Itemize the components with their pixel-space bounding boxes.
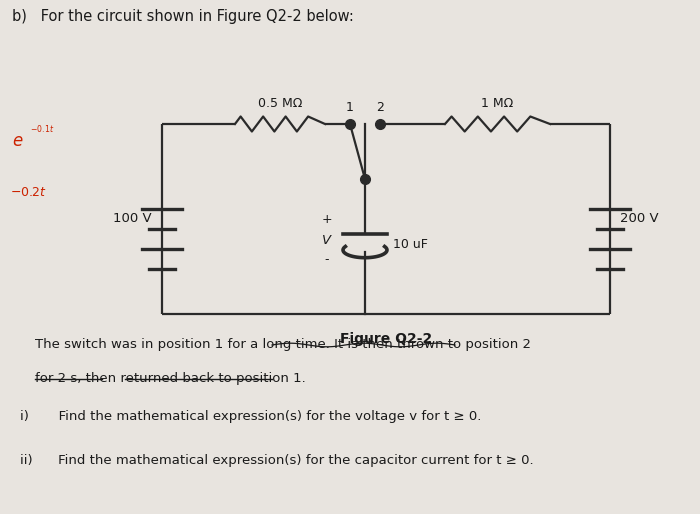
Text: 10 uF: 10 uF: [393, 238, 428, 251]
Text: $-0.2t$: $-0.2t$: [10, 186, 47, 198]
Text: The switch was in position 1 for a long time. It is then thrown to position 2: The switch was in position 1 for a long …: [35, 338, 531, 351]
Text: 2: 2: [376, 101, 384, 114]
Text: ii)      Find the mathematical expression(s) for the capacitor current for t ≥ 0: ii) Find the mathematical expression(s) …: [20, 454, 533, 467]
Text: i)       Find the mathematical expression(s) for the voltage v for t ≥ 0.: i) Find the mathematical expression(s) f…: [20, 410, 482, 423]
Text: $e$: $e$: [12, 134, 24, 151]
Text: b)   For the circuit shown in Figure Q2-2 below:: b) For the circuit shown in Figure Q2-2 …: [12, 9, 354, 24]
Text: +: +: [322, 213, 332, 227]
Text: 0.5 MΩ: 0.5 MΩ: [258, 97, 302, 110]
Text: $^{-0.1t}$: $^{-0.1t}$: [30, 125, 55, 135]
Text: -: -: [325, 253, 329, 266]
Text: 1: 1: [346, 101, 354, 114]
Text: V: V: [323, 233, 332, 247]
Text: 1 MΩ: 1 MΩ: [482, 97, 514, 110]
Text: for 2 s, then returned back to position 1.: for 2 s, then returned back to position …: [35, 372, 306, 385]
Text: 100 V: 100 V: [113, 212, 152, 226]
Text: Figure Q2-2: Figure Q2-2: [340, 332, 432, 346]
Text: 200 V: 200 V: [620, 212, 659, 226]
